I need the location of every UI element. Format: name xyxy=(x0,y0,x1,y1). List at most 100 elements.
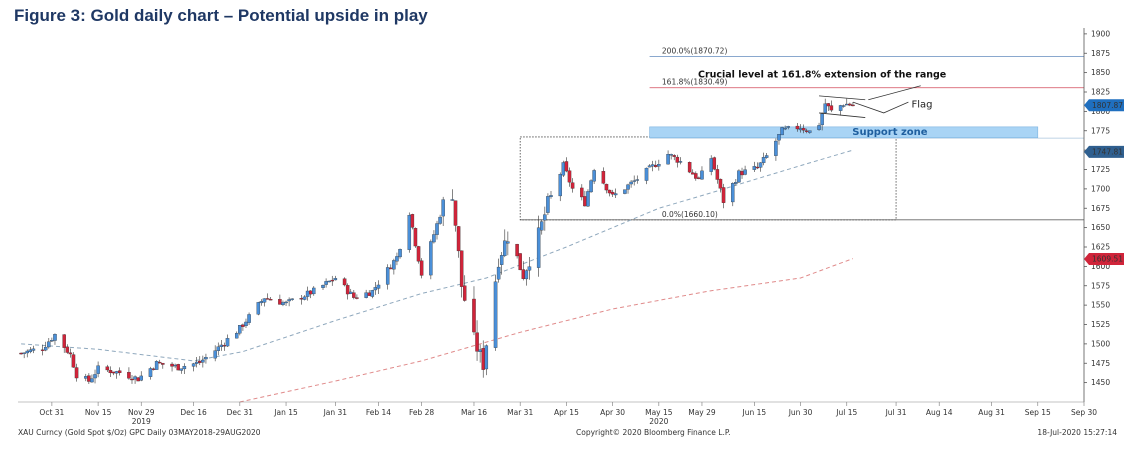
candle-up xyxy=(204,357,208,360)
candle-up xyxy=(820,113,824,126)
candle-down xyxy=(570,182,575,189)
candle-down xyxy=(367,292,371,296)
zones: Support zone xyxy=(519,126,1039,221)
candle-up xyxy=(524,270,529,280)
candle-down xyxy=(299,298,304,300)
candle-up xyxy=(817,125,821,130)
candle-up xyxy=(438,216,442,224)
candle-up xyxy=(650,164,655,167)
x-tick-label: Feb 28 xyxy=(409,408,434,417)
candle-up xyxy=(262,298,267,303)
candle-down xyxy=(472,298,476,333)
candle-up xyxy=(666,154,670,165)
x-tick-label: May 29 xyxy=(688,408,716,417)
candle-up xyxy=(543,214,547,221)
x-tick-label: Jun 15 xyxy=(742,408,767,417)
candle-down xyxy=(580,187,584,198)
candle-down xyxy=(410,214,415,228)
moving-average-short xyxy=(21,149,854,362)
x-tick-label: Sep 30 xyxy=(1071,408,1097,417)
candle-up xyxy=(549,195,553,197)
candle-up xyxy=(700,170,704,180)
figure-title: Figure 3: Gold daily chart – Potential u… xyxy=(14,6,428,25)
candle-up xyxy=(478,349,482,352)
candle-down xyxy=(826,103,831,107)
flag-lower-line xyxy=(819,112,866,118)
candle-up xyxy=(845,103,849,106)
candle-down xyxy=(475,332,479,352)
candle-down xyxy=(416,246,421,262)
candle-up xyxy=(385,267,390,285)
candle-up xyxy=(496,266,501,280)
x-axis: Oct 31 Nov 15 Nov 29 Dec 16 Dec 31 Jan 15 Jan … xyxy=(18,401,1097,426)
candle-down xyxy=(672,155,676,157)
price-tag-label: 1807.87 xyxy=(1092,101,1123,110)
candle-up xyxy=(284,301,288,304)
candle-down xyxy=(62,334,66,348)
candle-up xyxy=(25,350,29,354)
candle-down xyxy=(804,130,809,132)
candle-up xyxy=(764,155,769,158)
x-tick-label: Mar 31 xyxy=(507,408,533,417)
candle-up xyxy=(191,363,196,367)
candle-up xyxy=(613,193,618,196)
candle-down xyxy=(65,346,70,353)
candle-down xyxy=(601,171,606,184)
candle-up xyxy=(737,170,741,183)
candle-up xyxy=(84,376,88,379)
candle-up xyxy=(678,161,683,163)
candle-up xyxy=(179,368,184,371)
annotations: Flag Crucial level at 161.8% extension of… xyxy=(698,69,946,118)
candle-up xyxy=(139,375,143,381)
candles xyxy=(19,98,855,384)
year-label: 2020 xyxy=(649,417,668,426)
candle-up xyxy=(432,234,436,243)
fib-level-label: 200.0%(1870.72) xyxy=(662,47,728,56)
candle-down xyxy=(687,162,692,173)
candle-up xyxy=(182,366,187,370)
flag-upper-line xyxy=(819,95,866,101)
y-tick-label: 1775 xyxy=(1091,126,1110,135)
candle-up xyxy=(53,334,57,341)
candle-up xyxy=(786,126,790,128)
candle-down xyxy=(740,171,744,176)
candle-down xyxy=(564,161,569,172)
candle-up xyxy=(247,314,251,323)
candle-down xyxy=(198,360,202,363)
footer-source: XAU Curncy (Gold Spot $/Oz) GPC Daily 03… xyxy=(18,428,261,437)
candle-down xyxy=(607,189,612,194)
candle-up xyxy=(709,158,713,172)
candle-down xyxy=(583,196,587,207)
candle-up xyxy=(493,281,498,348)
candle-up xyxy=(506,241,510,244)
candle-down xyxy=(848,103,852,106)
candle-down xyxy=(567,170,572,183)
candle-down xyxy=(453,200,458,226)
y-tick-label: 1550 xyxy=(1091,301,1110,310)
y-tick-label: 1825 xyxy=(1091,88,1110,97)
x-tick-label: Jun 30 xyxy=(788,408,813,417)
y-axis: 1450 1475 1500 1525 1550 1575 1600 1625 1650 1675… xyxy=(1083,28,1110,402)
fib-level-label: 0.0%(1660.10) xyxy=(662,210,718,219)
candle-down xyxy=(330,279,335,282)
x-tick-label: Feb 14 xyxy=(366,408,391,417)
x-tick-label: Aug 14 xyxy=(926,408,953,417)
candle-up xyxy=(774,140,778,156)
y-tick-label: 1525 xyxy=(1091,320,1110,329)
y-tick-label: 1500 xyxy=(1091,339,1110,348)
candle-up xyxy=(743,169,747,175)
candle-up xyxy=(623,189,627,194)
candle-up xyxy=(450,199,455,201)
candle-up xyxy=(527,266,532,271)
candle-up xyxy=(244,321,248,327)
candle-down xyxy=(111,371,116,374)
moving-averages xyxy=(21,149,854,403)
price-tag-box xyxy=(1084,145,1124,158)
candle-down xyxy=(342,278,347,286)
candle-down xyxy=(694,173,698,179)
candle-up xyxy=(194,361,199,364)
y-tick-label: 1675 xyxy=(1091,204,1110,213)
candle-up xyxy=(669,154,673,156)
candle-up xyxy=(305,290,310,297)
candle-up xyxy=(312,287,316,295)
